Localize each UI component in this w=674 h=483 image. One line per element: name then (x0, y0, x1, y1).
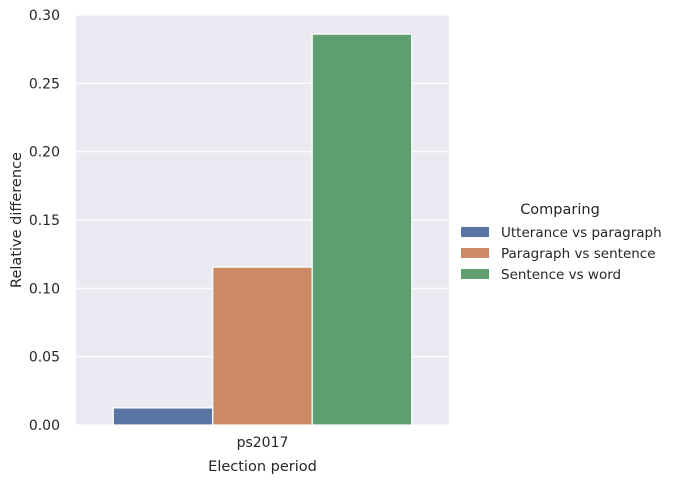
legend-title: Comparing (520, 202, 600, 218)
y-tick-label: 0.10 (29, 281, 60, 297)
bar-utterance-vs-paragraph (112, 407, 214, 426)
bar-paragraph-vs-sentence (212, 266, 313, 426)
legend-swatch (461, 248, 489, 258)
legend-label: Paragraph vs sentence (501, 246, 656, 262)
y-tick-label: 0.15 (29, 213, 60, 229)
x-tick-labels: ps2017 (237, 435, 289, 451)
x-axis-title: Election period (208, 459, 317, 475)
bar-sentence-vs-word (311, 33, 413, 426)
y-tick-label: 0.20 (29, 145, 60, 161)
legend-label: Sentence vs word (501, 267, 621, 283)
y-axis-title: Relative difference (9, 152, 25, 288)
legend-swatch (461, 227, 489, 237)
legend: Comparing Utterance vs paragraph Paragrap… (461, 202, 662, 283)
y-tick-label: 0.00 (29, 418, 60, 434)
y-tick-label: 0.25 (29, 76, 60, 92)
y-tick-labels: 0.00 0.05 0.10 0.15 0.20 0.25 0.30 (29, 8, 60, 434)
y-tick-label: 0.30 (29, 8, 60, 24)
y-tick-label: 0.05 (29, 350, 60, 366)
bars (112, 33, 413, 426)
legend-swatch (461, 269, 489, 279)
legend-label: Utterance vs paragraph (501, 225, 662, 241)
x-tick-label: ps2017 (237, 435, 289, 451)
